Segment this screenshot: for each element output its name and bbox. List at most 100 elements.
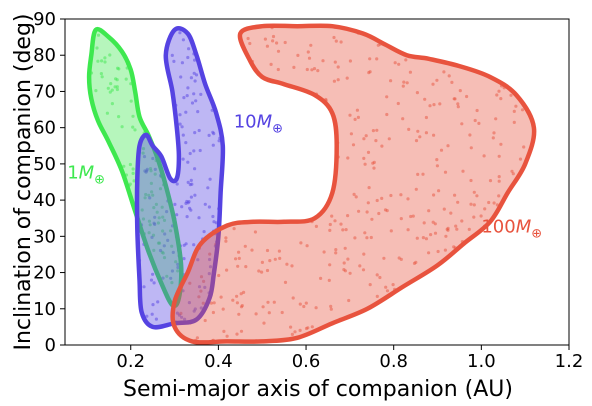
data-point-1mearth xyxy=(174,260,178,264)
data-point-10mearth xyxy=(150,235,154,239)
data-point-100mearth xyxy=(372,166,376,170)
data-point-1mearth xyxy=(108,53,112,57)
data-point-10mearth xyxy=(192,92,196,96)
data-point-10mearth xyxy=(188,206,192,210)
data-point-100mearth xyxy=(472,215,476,219)
data-point-10mearth xyxy=(151,156,155,161)
data-point-100mearth xyxy=(362,137,366,141)
data-point-100mearth xyxy=(260,260,264,264)
data-point-1mearth xyxy=(110,102,114,106)
data-point-10mearth xyxy=(150,312,154,316)
data-point-1mearth xyxy=(114,77,118,81)
data-point-10mearth xyxy=(186,55,190,60)
data-point-1mearth xyxy=(115,87,119,92)
data-point-1mearth xyxy=(129,99,133,103)
data-point-100mearth xyxy=(222,329,226,333)
data-point-100mearth xyxy=(343,246,347,250)
data-point-1mearth xyxy=(128,162,132,167)
data-point-10mearth xyxy=(194,73,199,77)
data-point-10mearth xyxy=(211,214,215,219)
data-point-100mearth xyxy=(431,82,435,86)
data-point-100mearth xyxy=(271,39,275,43)
data-point-100mearth xyxy=(225,334,229,338)
data-point-100mearth xyxy=(492,201,496,205)
data-point-1mearth xyxy=(131,167,135,171)
data-point-100mearth xyxy=(402,80,406,84)
data-point-100mearth xyxy=(456,102,460,106)
data-point-100mearth xyxy=(454,224,458,228)
data-point-100mearth xyxy=(242,290,246,294)
data-point-100mearth xyxy=(414,260,418,264)
data-point-10mearth xyxy=(183,317,187,321)
data-point-100mearth xyxy=(342,268,346,272)
data-point-100mearth xyxy=(209,301,213,305)
data-point-100mearth xyxy=(262,321,266,325)
data-point-10mearth xyxy=(181,157,185,161)
data-point-1mearth xyxy=(155,210,159,214)
data-point-10mearth xyxy=(196,110,200,114)
y-tick-label: 20 xyxy=(33,263,56,284)
data-point-10mearth xyxy=(203,285,207,289)
data-point-1mearth xyxy=(105,111,109,115)
data-point-100mearth xyxy=(435,158,439,162)
data-point-100mearth xyxy=(276,67,280,72)
y-tick-label: 60 xyxy=(33,118,56,139)
data-point-10mearth xyxy=(192,71,196,75)
axis-ticks: 0.2 0.4 0.6 0.8 1.0 1.2 0 10 20 30 40 50 60 70 80 90 xyxy=(33,9,583,372)
plot-area-frame xyxy=(64,18,570,346)
data-point-100mearth xyxy=(469,202,473,206)
data-point-100mearth xyxy=(203,318,207,323)
data-point-100mearth xyxy=(399,193,403,197)
data-point-100mearth xyxy=(483,207,487,211)
data-point-10mearth xyxy=(178,122,182,126)
y-tick-label: 80 xyxy=(33,45,56,66)
data-point-1mearth xyxy=(176,269,180,273)
data-point-100mearth xyxy=(487,200,491,205)
data-point-100mearth xyxy=(330,214,334,218)
data-point-100mearth xyxy=(450,80,454,84)
data-point-100mearth xyxy=(445,227,449,231)
data-point-100mearth xyxy=(433,222,437,226)
data-point-100mearth xyxy=(319,276,323,280)
data-point-100mearth xyxy=(349,132,353,136)
data-point-100mearth xyxy=(237,256,241,260)
data-point-100mearth xyxy=(421,172,425,176)
data-point-1mearth xyxy=(150,190,154,194)
y-tick-label: 90 xyxy=(33,9,56,30)
y-tick-label: 30 xyxy=(33,226,56,247)
data-point-100mearth xyxy=(512,120,516,124)
data-point-1mearth xyxy=(157,241,162,245)
data-point-1mearth xyxy=(124,77,128,81)
data-point-100mearth xyxy=(499,97,503,101)
data-point-100mearth xyxy=(304,326,309,331)
data-point-100mearth xyxy=(468,133,472,137)
data-point-100mearth xyxy=(265,44,269,48)
data-point-10mearth xyxy=(175,213,179,217)
data-point-1mearth xyxy=(149,181,153,185)
data-point-100mearth xyxy=(253,230,257,234)
data-point-100mearth xyxy=(377,211,381,216)
data-point-100mearth xyxy=(424,131,428,135)
data-point-100mearth xyxy=(231,298,235,302)
data-point-100mearth xyxy=(299,241,303,245)
data-point-100mearth xyxy=(292,65,296,69)
y-tick-label: 40 xyxy=(33,190,56,211)
data-point-1mearth xyxy=(148,167,153,171)
data-point-10mearth xyxy=(180,315,184,319)
data-point-100mearth xyxy=(314,306,318,310)
data-point-100mearth xyxy=(432,103,436,107)
data-point-10mearth xyxy=(182,257,186,261)
data-point-100mearth xyxy=(389,229,393,233)
data-point-100mearth xyxy=(365,210,369,214)
data-point-100mearth xyxy=(366,150,371,154)
data-point-100mearth xyxy=(367,71,371,75)
data-point-100mearth xyxy=(477,121,481,125)
data-point-10mearth xyxy=(186,160,190,164)
x-tick-label: 0.8 xyxy=(379,351,408,372)
data-point-100mearth xyxy=(289,325,293,329)
data-point-10mearth xyxy=(153,215,157,219)
data-point-100mearth xyxy=(385,112,389,117)
data-point-10mearth xyxy=(187,301,191,305)
data-point-100mearth xyxy=(217,273,221,278)
data-point-100mearth xyxy=(479,214,483,218)
